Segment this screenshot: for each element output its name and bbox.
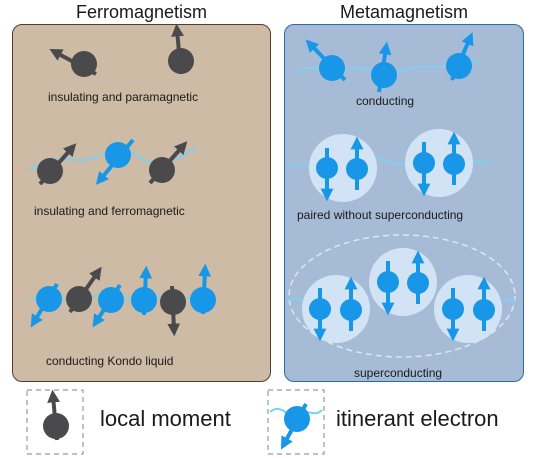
metamagnetism-heading: Metamagnetism <box>339 2 469 22</box>
cooper-pair <box>434 275 502 343</box>
kondo-liquid-moments <box>29 263 216 337</box>
local-moment-icon <box>66 266 102 314</box>
paramagnetic-moments <box>49 23 194 77</box>
paired-electrons <box>291 129 491 202</box>
legend-itinerant-electron-swatch <box>267 389 325 455</box>
label-conducting-kondo-liquid: conducting Kondo liquid <box>46 354 174 368</box>
local-moment-icon <box>148 141 188 185</box>
itinerant-electron-icon <box>30 282 62 328</box>
local-moment-icon <box>168 23 194 75</box>
cooper-pair <box>302 275 370 343</box>
legend-local-moment-swatch <box>26 389 84 455</box>
ferromagnetic-moments <box>29 138 197 186</box>
cooper-pair <box>405 129 473 197</box>
label-insulating-ferromagnetic: insulating and ferromagnetic <box>34 204 185 218</box>
itinerant-electron-icon <box>92 283 124 328</box>
local-moment-icon <box>49 48 97 77</box>
superconducting-condensate <box>288 234 517 358</box>
itinerant-electron-icon <box>190 263 216 315</box>
local-moment-icon <box>37 143 77 186</box>
ferromagnetism-heading: Ferromagnetism <box>75 2 208 22</box>
itinerant-electron-icon <box>305 39 347 82</box>
legend-local-moment-label: local moment <box>100 406 231 431</box>
itinerant-electron-icon <box>95 138 135 185</box>
ferromagnetism-panel <box>12 24 271 382</box>
label-insulating-paramagnetic: insulating and paramagnetic <box>48 90 199 104</box>
local-moment-icon <box>160 285 186 337</box>
label-superconducting: superconducting <box>354 366 443 380</box>
label-conducting: conducting <box>356 94 415 108</box>
cooper-pair <box>309 134 377 202</box>
itinerant-electron-icon <box>446 32 474 81</box>
label-paired-without-superconducting: paired without superconducting <box>297 208 464 222</box>
itinerant-electron-icon <box>371 41 397 93</box>
itinerant-electron-icon <box>131 265 157 316</box>
cooper-pair <box>369 248 437 316</box>
conducting-electrons <box>294 32 479 93</box>
legend-itinerant-electron-label: itinerant electron <box>336 406 499 431</box>
